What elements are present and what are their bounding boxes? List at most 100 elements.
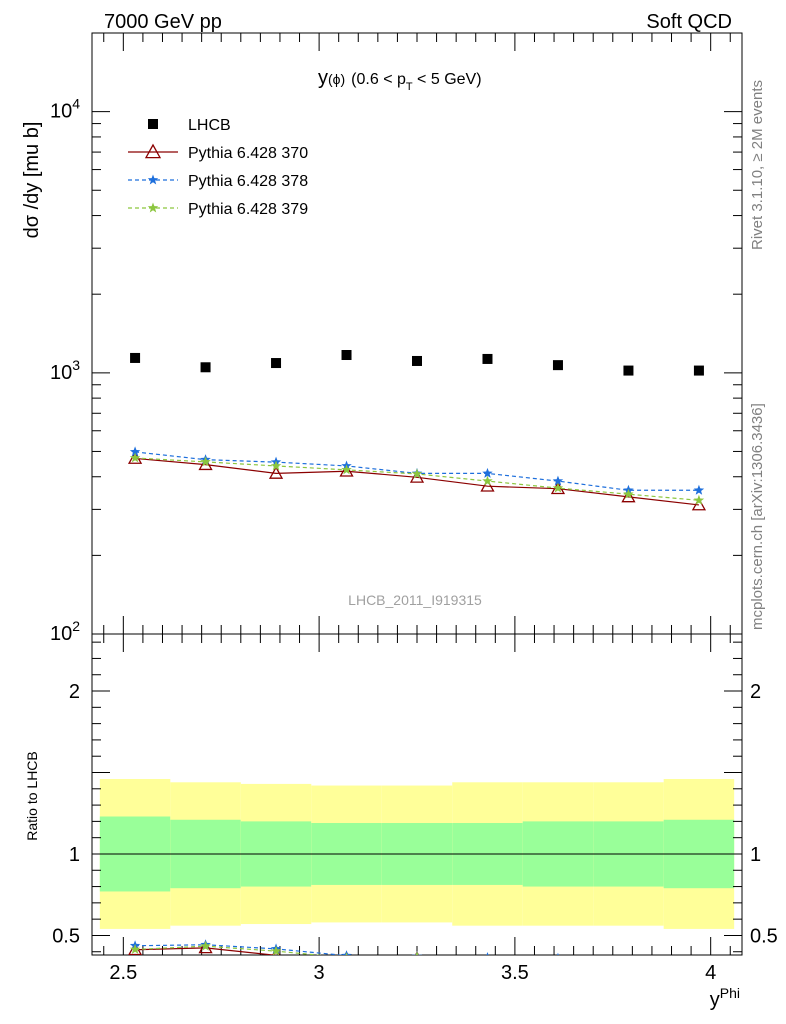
title-range-sub: T <box>406 81 413 93</box>
legend-entry: Pythia 6.428 378 <box>128 173 308 190</box>
series-main-3 <box>129 452 705 505</box>
ratio-line <box>135 945 324 955</box>
data-point <box>481 958 493 969</box>
x-tick-label: 3 <box>314 962 325 984</box>
x-axis-label: yPhi <box>710 985 740 1011</box>
header-left-label: 7000 GeV pp <box>104 11 222 33</box>
data-point <box>270 945 282 955</box>
mcplots-label: mcplots.cern.ch [arXiv:1306.3436] <box>749 403 766 630</box>
data-point <box>147 174 159 185</box>
data-point <box>693 961 705 972</box>
ratio-y-tick-label-right: 0.5 <box>750 925 778 947</box>
data-point <box>129 943 141 954</box>
data-point <box>621 489 636 503</box>
plot-title: y(ϕ) (0.6 < pT < 5 GeV) <box>318 67 482 93</box>
data-point <box>339 463 354 477</box>
data-point <box>200 456 211 467</box>
data-point <box>557 954 559 955</box>
header-right-label: Soft QCD <box>646 11 732 33</box>
data-point <box>270 460 282 471</box>
data-point <box>623 365 634 376</box>
main-y-tick-label: 102 <box>50 618 80 645</box>
data-point <box>409 469 425 483</box>
data-point <box>271 358 282 369</box>
data-point <box>557 952 559 955</box>
x-tick-label: 4 <box>705 962 716 984</box>
ratio-line <box>135 944 347 955</box>
x-axis-label-sup: Phi <box>720 985 740 1001</box>
data-point <box>480 478 495 492</box>
ratio-y-tick-label-left: 2 <box>69 681 80 703</box>
legend-label: Pythia 6.428 379 <box>188 201 308 218</box>
data-point <box>129 446 141 457</box>
rivet-version-label: Rivet 3.1.10, ≥ 2M events <box>749 80 766 250</box>
ratio-panel: 0.5 0.5 1 1 2 2 2.5 3 3.5 4 <box>52 33 778 984</box>
legend-entry: Pythia 6.428 379 <box>128 201 308 218</box>
data-point <box>198 940 213 954</box>
title-range-post: < 5 GeV) <box>413 71 482 88</box>
main-y-ticks: 102 103 104 <box>50 32 742 645</box>
ratio-y-tick-label-left: 1 <box>69 844 80 866</box>
data-point <box>144 143 162 159</box>
legend-entry: Pythia 6.428 370 <box>128 143 308 162</box>
main-y-tick-label: 104 <box>50 96 80 123</box>
data-point <box>411 468 423 479</box>
data-point <box>552 482 564 493</box>
ratio-y-tick-label-right: 1 <box>750 844 761 866</box>
ratio-y-tick-label-right: 2 <box>750 681 761 703</box>
data-point <box>622 957 634 968</box>
series-main-1 <box>127 451 707 511</box>
data-point <box>693 484 705 495</box>
data-point <box>130 352 141 363</box>
x-tick-label: 2.5 <box>109 962 137 984</box>
series-ratio-3 <box>129 940 704 970</box>
svg-text:y(ϕ)(0.6 < pT < 5 GeV): y(ϕ) (0.6 < pT < 5 GeV) <box>318 67 482 93</box>
data-point <box>341 350 352 361</box>
x-ticks: 2.5 3 3.5 4 <box>103 33 731 984</box>
data-point <box>345 952 348 955</box>
data-point <box>482 956 492 966</box>
data-point <box>198 457 213 471</box>
data-point <box>482 353 493 364</box>
ratio-y-tick-label-left: 0.5 <box>52 925 80 947</box>
data-point <box>482 467 493 478</box>
legend: LHCB Pythia 6.428 370 Pythia 6.428 378 Pyth… <box>128 117 308 218</box>
data-point <box>482 475 493 486</box>
ratio-line <box>135 947 283 955</box>
data-point <box>623 957 633 967</box>
data-point <box>552 475 564 486</box>
analysis-watermark: LHCB_2011_I919315 <box>348 592 482 608</box>
title-paren: (ϕ) <box>328 71 345 87</box>
series-main-0 <box>130 350 704 376</box>
data-point <box>628 954 629 955</box>
data-point <box>272 947 280 955</box>
main-y-tick-label: 103 <box>50 357 80 384</box>
data-point <box>693 365 704 376</box>
data-point <box>693 494 705 505</box>
x-tick-label: 3.5 <box>501 962 529 984</box>
data-point <box>623 488 634 499</box>
ratio-y-axis-label: Ratio to LHCB <box>24 751 40 840</box>
data-point <box>148 119 158 129</box>
data-point <box>147 202 159 213</box>
x-axis-label-main: y <box>710 989 720 1011</box>
data-point <box>552 360 563 371</box>
data-point <box>694 960 704 970</box>
series-line <box>135 457 699 501</box>
legend-entry: LHCB <box>148 117 231 134</box>
data-point <box>200 940 211 951</box>
data-point <box>412 951 422 955</box>
title-main: y <box>318 67 328 89</box>
title-range-pre: (0.6 < p <box>351 71 406 88</box>
main-y-axis-label: dσ /dy [mu b] <box>21 122 43 239</box>
legend-label: Pythia 6.428 370 <box>188 145 308 162</box>
ratio-y-ticks: 0.5 0.5 1 1 2 2 <box>52 641 778 953</box>
data-point <box>268 466 284 479</box>
series-line <box>135 457 699 506</box>
legend-label: LHCB <box>188 117 231 134</box>
legend-label: Pythia 6.428 378 <box>188 173 308 190</box>
data-point <box>412 355 422 366</box>
data-point <box>341 464 352 475</box>
data-point <box>698 954 700 955</box>
